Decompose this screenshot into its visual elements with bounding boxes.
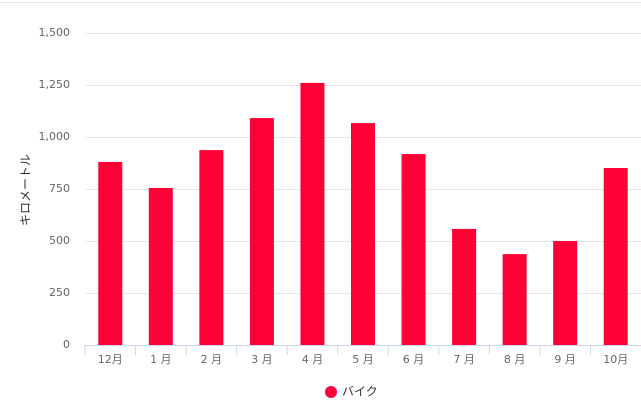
- x-tick-label: 8 月: [504, 353, 526, 366]
- bar: [351, 123, 375, 346]
- bar: [603, 167, 628, 345]
- y-tick-label: 0: [63, 338, 70, 351]
- bar: [553, 241, 578, 345]
- x-tick-label: 2 月: [201, 353, 223, 366]
- x-tick-label: 5 月: [352, 353, 374, 366]
- y-tick-label: 1,500: [39, 26, 71, 39]
- x-tick-label: 1 月: [150, 353, 172, 366]
- y-tick-label: 250: [49, 286, 70, 299]
- bar: [249, 118, 274, 346]
- legend-marker: [325, 386, 337, 398]
- x-tick-label: 7 月: [453, 353, 475, 366]
- y-tick-label: 750: [49, 182, 70, 195]
- bar: [452, 228, 477, 345]
- bar: [148, 187, 173, 345]
- x-tick-label: 9 月: [554, 353, 576, 366]
- bar: [300, 82, 325, 346]
- bar: [502, 254, 527, 345]
- bar: [401, 154, 426, 345]
- legend-label: バイク: [342, 385, 378, 399]
- bar: [199, 150, 224, 345]
- bar: [98, 161, 123, 345]
- x-tick-label: 6 月: [403, 353, 425, 366]
- y-tick-label: 1,250: [39, 78, 71, 91]
- x-tick-label: 3 月: [251, 353, 273, 366]
- y-axis-title: キロメートル: [19, 154, 33, 226]
- x-tick-label: 4 月: [302, 353, 324, 366]
- x-tick-label: 12月: [98, 353, 123, 366]
- y-tick-label: 500: [49, 234, 70, 247]
- y-tick-label: 1,000: [39, 130, 71, 143]
- x-tick-label: 10月: [603, 353, 628, 366]
